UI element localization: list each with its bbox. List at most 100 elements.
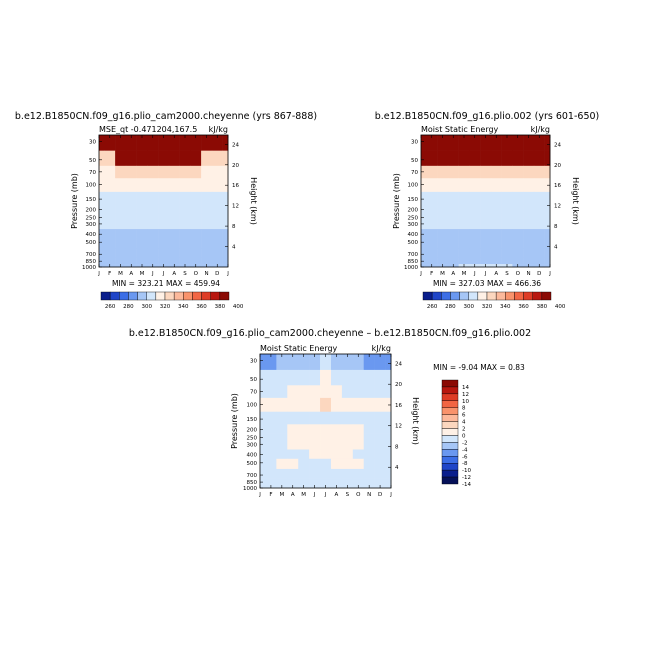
panel2-cell bbox=[426, 204, 438, 214]
panel1-colorbar-swatch bbox=[219, 291, 230, 301]
panel2-colorbar-label: 400 bbox=[555, 304, 566, 310]
panel2-y2tick-label: 4 bbox=[554, 245, 558, 251]
panel2-cell bbox=[512, 229, 524, 239]
panel1-cell bbox=[115, 191, 127, 205]
panel2-cell bbox=[501, 165, 513, 179]
panel1-cell bbox=[125, 150, 137, 167]
panel2-colorbar-label: 260 bbox=[427, 304, 438, 310]
panel3-cell bbox=[298, 369, 310, 386]
panel3-cell bbox=[276, 354, 288, 371]
panel3-cell bbox=[385, 449, 392, 460]
panel1-cell bbox=[179, 150, 191, 167]
panel2-cell bbox=[501, 248, 513, 259]
panel2-cell bbox=[523, 229, 535, 239]
panel3-ytick-label: 100 bbox=[247, 402, 258, 408]
panel2-cell bbox=[523, 257, 535, 265]
panel1-cell bbox=[136, 257, 148, 265]
panel3-cell bbox=[363, 411, 375, 425]
panel3-cell bbox=[385, 433, 392, 442]
panel3-cell bbox=[374, 458, 386, 470]
panel2-cell bbox=[480, 150, 492, 167]
panel2-cell bbox=[512, 165, 524, 179]
panel3-cell bbox=[385, 369, 392, 386]
panel1-cell bbox=[201, 191, 213, 205]
panel1-cell bbox=[158, 135, 170, 151]
panel3-colorbar-swatch bbox=[441, 435, 459, 443]
panel1-cell bbox=[211, 178, 223, 193]
panel3-cell bbox=[385, 440, 392, 450]
panel2-ytick-label: 30 bbox=[411, 140, 418, 146]
panel1-cell bbox=[158, 248, 170, 259]
panel3-cell bbox=[265, 424, 277, 434]
panel2-cell bbox=[447, 204, 459, 214]
panel2-cell bbox=[533, 257, 545, 265]
panel1-cell bbox=[190, 150, 202, 167]
panel3-colorbar-label: 0 bbox=[462, 433, 466, 439]
panel3-cell bbox=[320, 449, 332, 460]
panel2-cell bbox=[523, 238, 535, 249]
panel3-cell bbox=[298, 449, 310, 460]
panel3-cell bbox=[363, 458, 375, 470]
panel1-cell bbox=[168, 213, 180, 221]
panel2-cell bbox=[490, 204, 502, 214]
panel2-cell bbox=[458, 213, 470, 221]
panel1-cell bbox=[179, 135, 191, 151]
panel1-colorbar-label: 400 bbox=[233, 304, 244, 310]
panel2-cell bbox=[458, 229, 470, 239]
panel3-cell bbox=[298, 478, 310, 486]
panel3-cell bbox=[309, 411, 321, 425]
panel2-colorbar-swatch bbox=[532, 291, 543, 301]
panel1-cell bbox=[211, 135, 223, 151]
panel2-cell bbox=[437, 165, 449, 179]
panel3-cell bbox=[363, 449, 375, 460]
panel3-cell bbox=[276, 397, 288, 413]
panel1-cell bbox=[99, 150, 105, 167]
panel2-colorbar-swatch bbox=[431, 291, 442, 301]
panel2-cell bbox=[437, 135, 449, 151]
panel1-cell bbox=[136, 229, 148, 239]
panel1-cell bbox=[99, 135, 105, 151]
panel3-cell bbox=[330, 468, 343, 479]
panel3-xtick-label: N bbox=[367, 492, 371, 498]
panel2-ytick-label: 150 bbox=[408, 197, 419, 203]
panel3-ytick-label: 1000 bbox=[243, 486, 257, 492]
panel3-cell bbox=[363, 385, 375, 399]
panel3-colorbar-label: -14 bbox=[462, 482, 471, 488]
panel2-cell bbox=[469, 213, 481, 221]
panel1-cell bbox=[104, 135, 116, 151]
panel3-ytick-label: 30 bbox=[250, 359, 257, 365]
panel3-cell bbox=[374, 449, 386, 460]
panel1-colorbar-swatch bbox=[119, 291, 129, 301]
panel3-cell bbox=[374, 424, 386, 434]
panel2-cell bbox=[533, 248, 545, 259]
panel3-colorbar-swatch bbox=[441, 386, 459, 395]
panel2-cell bbox=[426, 257, 438, 265]
panel3-cell bbox=[320, 468, 332, 479]
panel1-ytick-label: 1000 bbox=[82, 265, 96, 271]
panel3-cell bbox=[330, 369, 343, 386]
panel1-cell bbox=[201, 204, 213, 214]
panel3-y2tick-label: 4 bbox=[395, 465, 399, 471]
panel2-cell bbox=[544, 257, 551, 265]
panel3-cell bbox=[309, 449, 321, 460]
panel2-cell bbox=[523, 248, 535, 259]
panel3-cell bbox=[320, 411, 332, 425]
panel3-cell bbox=[260, 411, 266, 425]
panel2-cell bbox=[544, 165, 551, 179]
panel1-xtick-label: M bbox=[118, 271, 123, 277]
panel1-cell bbox=[222, 238, 229, 249]
panel2-cell bbox=[437, 213, 449, 221]
panel2-cell bbox=[426, 178, 438, 193]
panel1-y2tick-label: 24 bbox=[232, 142, 239, 148]
panel3-colorbar-label: 12 bbox=[462, 392, 469, 398]
panel1-cell bbox=[147, 204, 159, 214]
panel2-cell bbox=[480, 220, 492, 230]
panel1-cell bbox=[115, 238, 127, 249]
panel2-cell bbox=[447, 220, 459, 230]
panel3-xtick-label: O bbox=[356, 492, 361, 498]
panel2-cell bbox=[544, 135, 551, 151]
panel3-cell bbox=[330, 458, 343, 470]
panel2-cell bbox=[533, 220, 545, 230]
panel3-cell bbox=[309, 424, 321, 434]
